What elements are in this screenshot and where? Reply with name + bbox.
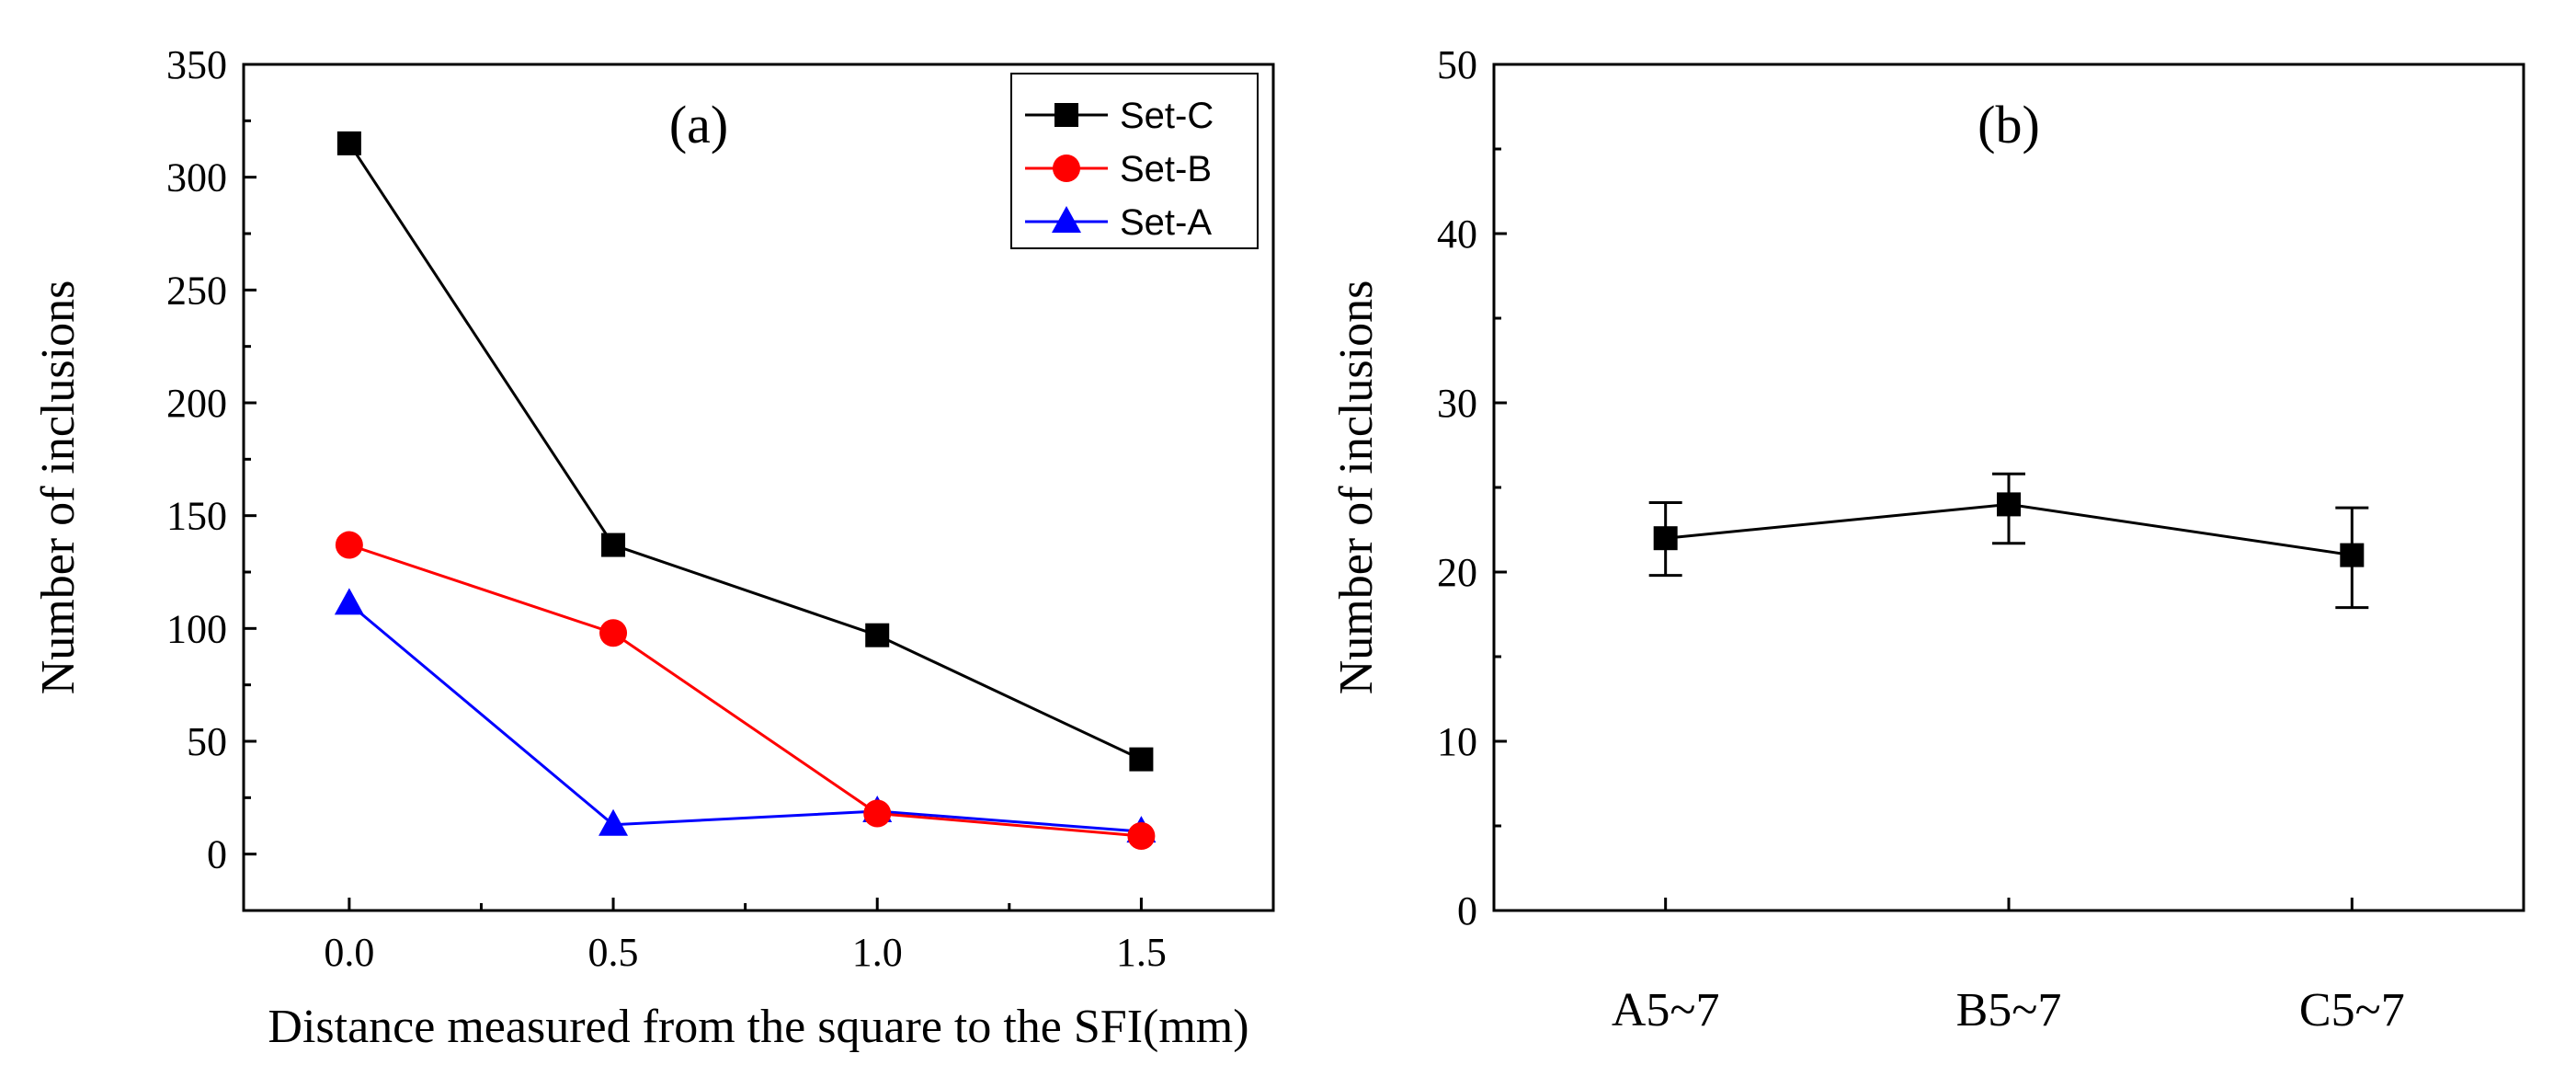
chart-a-x-tick-label: 0.5 xyxy=(588,930,639,975)
data-point-set-b xyxy=(863,799,892,828)
chart-a-ticks: 0 50 100 150 200 250 300 350 0.0 0.5 1.0 1.5 xyxy=(166,42,1167,975)
data-point-set-b xyxy=(599,619,628,647)
chart-a-y-tick-label: 0 xyxy=(207,832,227,877)
data-point-set-a xyxy=(598,808,629,836)
series-line-set-b xyxy=(348,544,1142,838)
data-point-set-c xyxy=(865,623,890,647)
legend-label-set-a: Set-A xyxy=(1120,202,1212,243)
chart-b-x-tick-label: C5~7 xyxy=(2299,984,2405,1036)
data-point-set-c xyxy=(336,131,361,155)
chart-a-x-tick-label: 1.0 xyxy=(852,930,903,975)
chart-a: 0 50 100 150 200 250 300 350 0.0 0.5 1.0 1.5 (a) Di… xyxy=(32,42,1275,1053)
chart-a-y-tick-label: 350 xyxy=(166,42,227,87)
chart-b-y-tick-label: 20 xyxy=(1437,550,1477,595)
chart-b: 0 10 20 30 40 50 A5~7 B5~7 C5~7 (b) Number of in… xyxy=(1330,42,2525,1036)
chart-b-y-tick-label: 50 xyxy=(1437,42,1477,87)
legend-label-set-c: Set-C xyxy=(1120,96,1214,136)
legend-marker-set-c xyxy=(1054,103,1078,127)
chart-b-series xyxy=(1648,472,2369,610)
series-line-set-a xyxy=(348,602,1142,833)
chart-b-panel-label: (b) xyxy=(1978,95,2040,155)
series-line-set-c xyxy=(348,143,1143,761)
data-point-set-a xyxy=(334,588,364,615)
chart-b-ticks: 0 10 20 30 40 50 A5~7 B5~7 C5~7 xyxy=(1437,42,2405,1036)
data-point-mean xyxy=(2340,543,2365,567)
chart-a-y-axis-label: Number of inclusions xyxy=(32,281,85,695)
chart-b-x-tick-label: B5~7 xyxy=(1956,984,2062,1036)
chart-a-legend-box xyxy=(1010,73,1259,249)
data-point-set-c xyxy=(1129,747,1154,772)
chart-a-panel-label: (a) xyxy=(669,95,728,155)
data-point-mean xyxy=(1653,526,1678,551)
chart-a-y-tick-label: 150 xyxy=(166,494,227,539)
legend-marker-set-b xyxy=(1053,155,1080,182)
chart-a-series xyxy=(334,131,1157,851)
chart-b-y-tick-label: 30 xyxy=(1437,381,1477,426)
chart-b-y-axis-label: Number of inclusions xyxy=(1330,281,1383,695)
chart-a-x-tick-label: 0.0 xyxy=(324,930,374,975)
chart-a-plot-frame xyxy=(242,63,1275,912)
data-point-set-c xyxy=(601,533,626,557)
chart-a-y-tick-label: 100 xyxy=(166,606,227,651)
legend-marker-set-a xyxy=(1052,206,1081,233)
legend-label-set-b: Set-B xyxy=(1120,149,1212,189)
chart-a-y-tick-label: 250 xyxy=(166,268,227,313)
chart-a-x-tick-label: 1.5 xyxy=(1116,930,1167,975)
chart-a-y-tick-label: 50 xyxy=(187,719,227,764)
chart-a-legend: Set-C Set-B Set-A xyxy=(1010,73,1259,249)
chart-b-y-tick-label: 40 xyxy=(1437,212,1477,257)
chart-b-x-tick-label: A5~7 xyxy=(1612,984,1720,1036)
chart-a-x-axis-label: Distance measured from the square to the… xyxy=(268,1001,1248,1053)
chart-a-y-tick-label: 300 xyxy=(166,155,227,200)
chart-a-y-tick-label: 200 xyxy=(166,381,227,426)
data-point-set-b xyxy=(1127,822,1156,851)
data-point-set-b xyxy=(335,531,363,559)
chart-b-y-tick-label: 0 xyxy=(1457,888,1477,933)
chart-b-y-tick-label: 10 xyxy=(1437,719,1477,764)
data-point-mean xyxy=(1997,492,2021,517)
